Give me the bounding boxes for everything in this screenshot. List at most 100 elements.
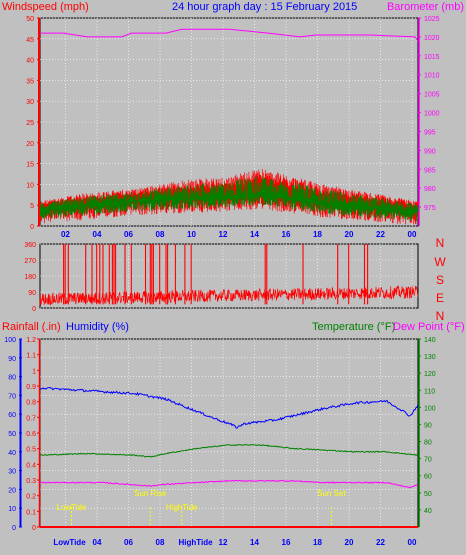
humidity-tick-label: 100 (4, 337, 16, 344)
climate-hour-label: 12 (219, 538, 228, 547)
rain-tick-label: 0.3 (26, 478, 36, 485)
wind-hour-label: 10 (187, 230, 196, 239)
temperature-tick-label: 110 (424, 388, 435, 395)
humidity-tick-label: 50 (8, 431, 16, 438)
wind-hour-label: 22 (376, 230, 385, 239)
wind-tick-label: 0 (30, 224, 34, 231)
barometer-tick-label: 975 (424, 205, 436, 212)
barometer-tick-label: 1015 (424, 54, 440, 61)
temperature-tick-label: 60 (424, 474, 432, 481)
barometer-tick-label: 980 (424, 186, 436, 193)
barometer-tick-label: 1020 (424, 35, 440, 42)
humidity-tick-label: 80 (8, 375, 16, 382)
direction-tick-label: 0 (32, 306, 36, 313)
rain-tick-label: 0.1 (26, 509, 36, 516)
humidity-axis-title: Humidity (%) (66, 321, 129, 333)
wind-hour-label: 08 (156, 230, 165, 239)
wind-hour-label: 16 (282, 230, 291, 239)
temperature-tick-label: 100 (424, 405, 436, 412)
direction-letter-e: E (436, 291, 444, 305)
humidity-tick-label: 30 (8, 469, 16, 476)
event-label: Sun Set (317, 489, 346, 498)
direction-letter-s: S (436, 273, 444, 287)
graph-title: 24 hour graph day : 15 February 2015 (172, 1, 357, 13)
rain-tick-label: 1.2 (26, 337, 36, 344)
wind-tick-label: 40 (26, 58, 34, 65)
humidity-tick-label: 90 (8, 356, 16, 363)
temperature-tick-label: 40 (424, 508, 432, 515)
rain-tick-label: 1.1 (26, 353, 36, 360)
wind-tick-label: 45 (26, 37, 34, 44)
temperature-axis-title: Temperature (°F) (312, 321, 395, 333)
series-windspeed (39, 175, 419, 221)
event-label: LowTide (57, 503, 87, 512)
barometer-tick-label: 1005 (424, 92, 440, 99)
wind-tick-label: 25 (26, 120, 34, 127)
rain-tick-label: 0.7 (26, 415, 36, 422)
temperature-tick-label: 50 (424, 491, 432, 498)
series-barometer (40, 28, 419, 42)
series-wind-direction-spikes (63, 244, 369, 305)
climate-hour-label: 20 (345, 538, 354, 547)
wind-tick-label: 50 (26, 16, 34, 23)
direction-letter-n-top: N (436, 236, 445, 250)
climate-hour-label: 00 (408, 538, 417, 547)
wind-hour-label: 18 (313, 230, 322, 239)
wind-hour-label: 20 (345, 230, 354, 239)
barometer-tick-label: 995 (424, 129, 436, 136)
humidity-tick-label: 0 (12, 525, 16, 532)
windspeed-axis-title: Windspeed (mph) (2, 1, 89, 13)
climate-hour-label: 04 (93, 538, 102, 547)
wind-tick-label: 15 (26, 162, 34, 169)
temperature-tick-label: 140 (424, 337, 436, 344)
direction-tick-label: 90 (28, 290, 36, 297)
direction-letter-w: W (434, 255, 446, 269)
wind-tick-label: 30 (26, 99, 34, 106)
rain-tick-label: 0 (32, 525, 36, 532)
wind-tick-label: 35 (26, 78, 34, 85)
barometer-tick-label: 990 (424, 148, 436, 155)
series-temperature-f (39, 443, 419, 458)
climate-hour-label: 16 (282, 538, 291, 547)
barometer-axis-title: Barometer (mb) (387, 1, 464, 13)
humidity-tick-label: 10 (8, 506, 16, 513)
rain-tick-label: 0.4 (26, 462, 36, 469)
barometer-tick-label: 1010 (424, 73, 440, 80)
climate-hour-label: LowTide (53, 538, 86, 547)
wind-hour-label: 06 (124, 230, 133, 239)
direction-tick-label: 180 (24, 274, 36, 281)
climate-hour-label: 22 (376, 538, 385, 547)
rain-tick-label: 1 (32, 368, 36, 375)
direction-letter-n-bottom: N (436, 309, 445, 323)
wind-hour-label: 12 (219, 230, 228, 239)
series-dew-point-f (39, 479, 419, 489)
barometer-tick-label: 1000 (424, 111, 440, 118)
event-label: Sun Rise (134, 489, 167, 498)
temperature-tick-label: 70 (424, 457, 432, 464)
wind-tick-label: 20 (26, 141, 34, 148)
series-humidity (39, 386, 419, 429)
barometer-tick-label: 1025 (424, 16, 440, 23)
direction-tick-label: 270 (24, 258, 36, 265)
climate-hour-label: 08 (156, 538, 165, 547)
event-label: HighTide (166, 503, 198, 512)
temperature-tick-label: 90 (424, 422, 432, 429)
wind-tick-label: 5 (30, 203, 34, 210)
climate-hour-label: HighTide (178, 538, 213, 547)
wind-hour-label: 14 (250, 230, 259, 239)
barometer-tick-label: 985 (424, 167, 436, 174)
wind-hour-label: 02 (61, 230, 70, 239)
rain-tick-label: 0.8 (26, 400, 36, 407)
rain-tick-label: 0.6 (26, 431, 36, 438)
wind-hour-label: 00 (408, 230, 417, 239)
rain-tick-label: 0.9 (26, 384, 36, 391)
humidity-tick-label: 40 (8, 450, 16, 457)
wind-tick-label: 10 (26, 182, 34, 189)
rain-tick-label: 0.5 (26, 447, 36, 454)
temperature-tick-label: 80 (424, 440, 432, 447)
rainfall-axis-title: Rainfall (.in) (2, 321, 61, 333)
temperature-tick-label: 120 (424, 371, 436, 378)
humidity-tick-label: 20 (8, 487, 16, 494)
